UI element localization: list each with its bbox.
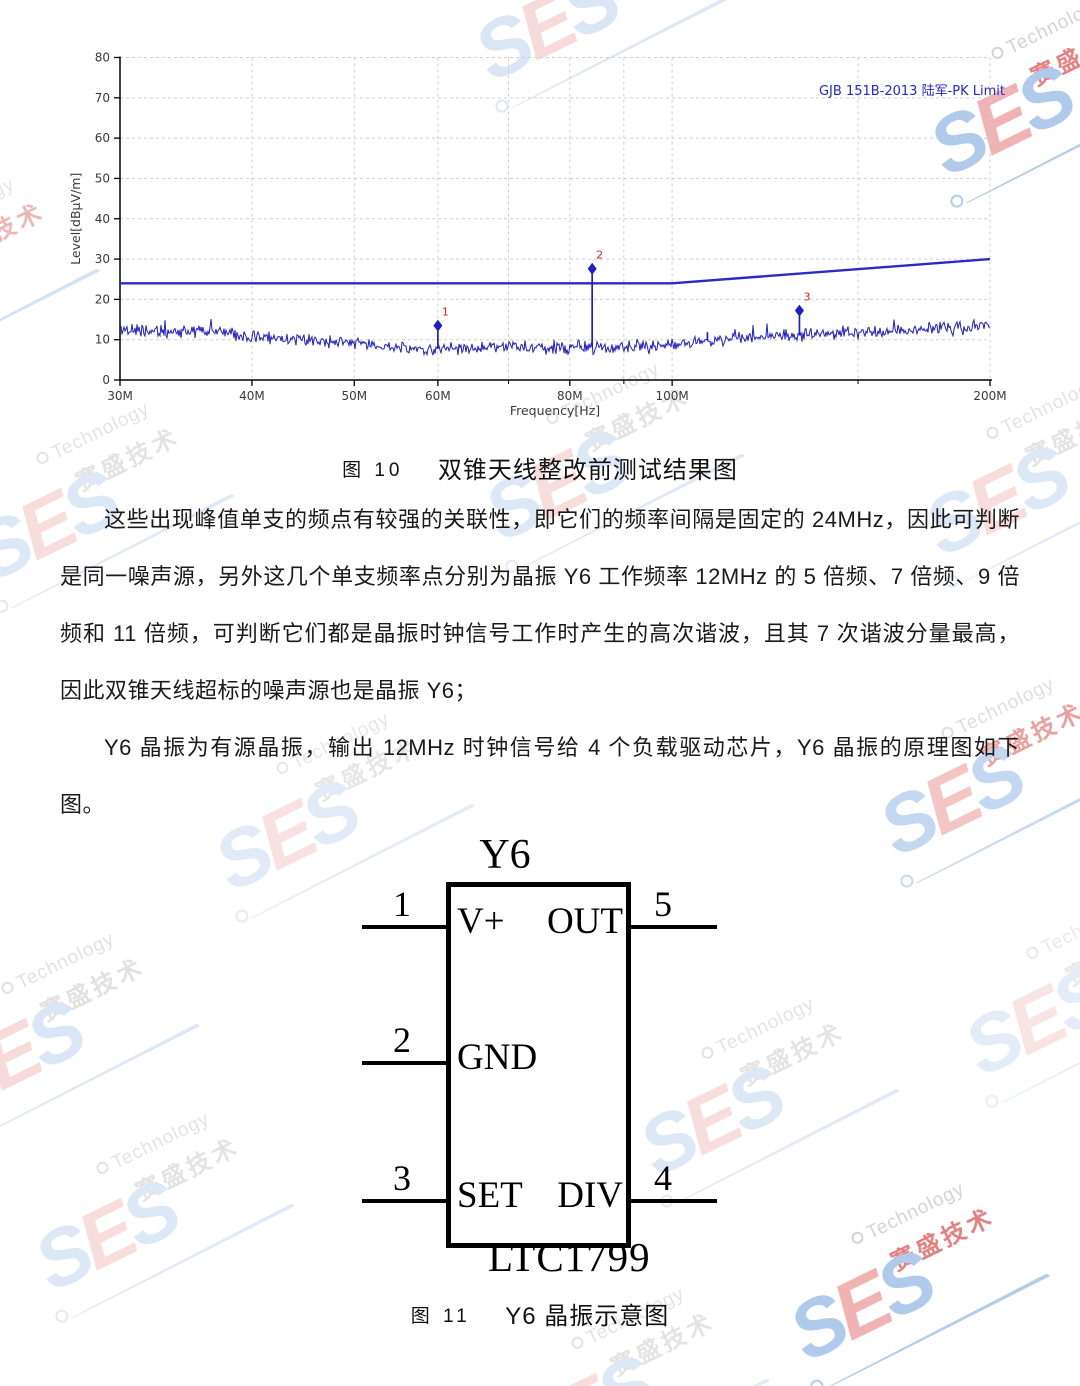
- pin-2-number: 2: [393, 1020, 411, 1060]
- pin-label-gnd: GND: [457, 1037, 538, 1078]
- pin-row-1-labels: V+ OUT: [452, 901, 628, 943]
- pin-3-number: 3: [393, 1158, 411, 1198]
- pin-row-2-labels: GND: [452, 1037, 628, 1079]
- svg-text:60M: 60M: [425, 389, 451, 403]
- ic-body: [446, 882, 631, 1248]
- pin-label-out: OUT: [546, 901, 623, 942]
- y6-oscillator-diagram: Y6 1 5 2 3 4 V+ OUT GND SET DIV LTC: [330, 832, 760, 1315]
- pin-label-set: SET: [457, 1175, 523, 1216]
- svg-text:60: 60: [95, 131, 110, 145]
- figure-10-title: 双锥天线整改前测试结果图: [437, 457, 738, 484]
- svg-text:Frequency[Hz]: Frequency[Hz]: [510, 403, 600, 418]
- svg-text:Level[dBμV/m]: Level[dBμV/m]: [68, 173, 83, 265]
- svg-text:100M: 100M: [655, 389, 688, 403]
- svg-text:3: 3: [803, 291, 810, 304]
- pin-row-3-labels: SET DIV: [452, 1175, 628, 1217]
- svg-text:40M: 40M: [239, 389, 265, 403]
- pin-4-lead: [631, 1199, 717, 1203]
- chart-canvas: 0 10 20 30 40 50 60 70 80 30M 40M 50M 60M 80M 100M 200M…: [68, 51, 1007, 419]
- svg-text:30M: 30M: [107, 389, 133, 403]
- svg-text:GJB 151B-2013 陆军-PK Limit: GJB 151B-2013 陆军-PK Limit: [819, 83, 1005, 99]
- pin-label-vplus: V+: [457, 901, 505, 942]
- emc-test-chart: 0 10 20 30 40 50 60 70 80 30M 40M 50M 60M 80M 100M 200M…: [0, 0, 1080, 430]
- svg-text:20: 20: [95, 292, 110, 306]
- figure-11-number: 图 11: [410, 1306, 471, 1327]
- svg-text:40: 40: [95, 212, 110, 226]
- svg-text:10: 10: [95, 333, 110, 347]
- svg-text:0: 0: [102, 373, 110, 387]
- svg-text:1: 1: [442, 306, 449, 319]
- figure-10-caption: 图 10 双锥天线整改前测试结果图: [0, 450, 1080, 485]
- part-number: LTC1799: [488, 1234, 651, 1280]
- svg-text:80: 80: [95, 51, 110, 65]
- pin-3-lead: [362, 1199, 446, 1203]
- paragraph-y6-oscillator: Y6 晶振为有源晶振，输出 12MHz 时钟信号给 4 个负载驱动芯片，Y6 晶…: [60, 735, 1020, 817]
- pin-5-number: 5: [654, 884, 672, 924]
- figure-11-title: Y6 晶振示意图: [505, 1303, 670, 1330]
- component-designator: Y6: [479, 832, 531, 878]
- pin-2-lead: [362, 1061, 446, 1065]
- svg-text:200M: 200M: [973, 389, 1006, 403]
- svg-text:30: 30: [95, 252, 110, 266]
- pin-5-lead: [631, 925, 717, 929]
- svg-text:80M: 80M: [557, 389, 583, 403]
- paragraph-harmonics-analysis: 这些出现峰值单支的频点有较强的关联性，即它们的频率间隔是固定的 24MHz，因此…: [60, 507, 1020, 703]
- svg-text:70: 70: [95, 91, 110, 105]
- figure-10-number: 图 10: [342, 460, 404, 481]
- pin-label-div: DIV: [557, 1175, 623, 1216]
- figure-11-caption: 图 11 Y6 晶振示意图: [0, 1296, 1080, 1331]
- svg-text:50M: 50M: [341, 389, 367, 403]
- pin-4-number: 4: [654, 1158, 672, 1198]
- pin-1-lead: [362, 925, 446, 929]
- svg-text:50: 50: [95, 171, 110, 185]
- body-text: 这些出现峰值单支的频点有较强的关联性，即它们的频率间隔是固定的 24MHz，因此…: [60, 491, 1020, 833]
- svg-text:2: 2: [596, 249, 603, 262]
- pin-1-number: 1: [393, 884, 411, 924]
